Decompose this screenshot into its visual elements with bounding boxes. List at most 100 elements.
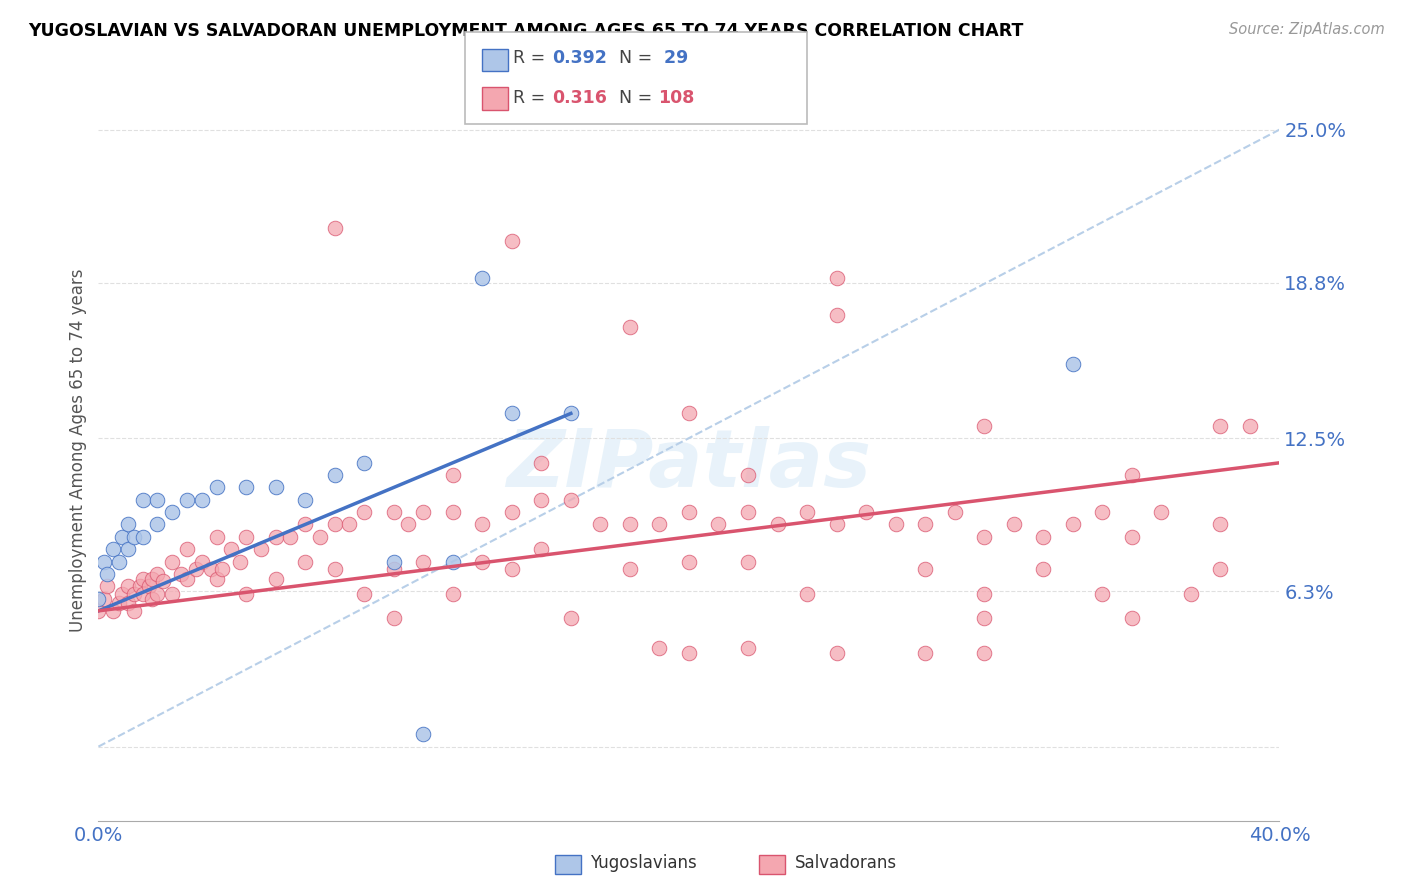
- Point: [412, 555, 434, 569]
- Point: [648, 517, 671, 532]
- Point: [441, 468, 464, 483]
- Point: [103, 604, 125, 618]
- Point: [294, 492, 316, 507]
- Point: [471, 270, 494, 285]
- Point: [141, 572, 163, 586]
- Point: [117, 542, 139, 557]
- Point: [766, 517, 789, 532]
- Point: [250, 542, 273, 557]
- Point: [501, 234, 523, 248]
- Point: [619, 517, 641, 532]
- Point: [560, 407, 582, 421]
- Point: [235, 586, 257, 600]
- Point: [280, 530, 302, 544]
- Text: Yugoslavians: Yugoslavians: [591, 855, 697, 872]
- Point: [678, 407, 700, 421]
- Point: [796, 586, 818, 600]
- Point: [619, 562, 641, 576]
- Point: [146, 566, 169, 581]
- Point: [96, 566, 118, 581]
- Point: [93, 591, 115, 606]
- Point: [1121, 611, 1143, 625]
- Point: [162, 555, 183, 569]
- Point: [973, 530, 995, 544]
- Point: [1209, 418, 1232, 433]
- Point: [441, 586, 464, 600]
- Point: [205, 481, 228, 495]
- Point: [382, 555, 405, 569]
- Point: [1032, 530, 1054, 544]
- Point: [323, 562, 346, 576]
- Point: [128, 579, 150, 593]
- Point: [441, 505, 464, 519]
- Point: [122, 530, 145, 544]
- Text: YUGOSLAVIAN VS SALVADORAN UNEMPLOYMENT AMONG AGES 65 TO 74 YEARS CORRELATION CHA: YUGOSLAVIAN VS SALVADORAN UNEMPLOYMENT A…: [28, 22, 1024, 40]
- Point: [737, 640, 759, 655]
- Point: [973, 418, 995, 433]
- Point: [471, 517, 494, 532]
- Point: [1209, 517, 1232, 532]
- Point: [825, 270, 848, 285]
- Point: [501, 562, 523, 576]
- Point: [264, 572, 287, 586]
- Point: [1002, 517, 1025, 532]
- Point: [132, 530, 155, 544]
- Point: [117, 517, 139, 532]
- Point: [1150, 505, 1173, 519]
- Point: [176, 492, 198, 507]
- Point: [122, 604, 145, 618]
- Point: [200, 562, 222, 576]
- Point: [309, 530, 332, 544]
- Text: 29: 29: [658, 49, 689, 67]
- Point: [619, 320, 641, 334]
- Point: [111, 586, 134, 600]
- Point: [103, 542, 125, 557]
- Point: [441, 555, 464, 569]
- Point: [648, 640, 671, 655]
- Point: [737, 505, 759, 519]
- Y-axis label: Unemployment Among Ages 65 to 74 years: Unemployment Among Ages 65 to 74 years: [69, 268, 87, 632]
- Point: [855, 505, 877, 519]
- Point: [205, 530, 228, 544]
- Point: [353, 456, 375, 470]
- Point: [825, 308, 848, 322]
- Point: [235, 481, 257, 495]
- Point: [530, 456, 553, 470]
- Text: R =: R =: [513, 89, 551, 107]
- Point: [825, 646, 848, 660]
- Point: [589, 517, 612, 532]
- Point: [1180, 586, 1202, 600]
- Point: [339, 517, 361, 532]
- Point: [176, 542, 198, 557]
- Point: [973, 646, 995, 660]
- Point: [323, 221, 346, 235]
- Point: [323, 468, 346, 483]
- Point: [205, 572, 228, 586]
- Point: [264, 481, 287, 495]
- Point: [162, 586, 183, 600]
- Point: [678, 646, 700, 660]
- Text: N =: N =: [619, 49, 658, 67]
- Point: [294, 555, 316, 569]
- Text: N =: N =: [619, 89, 658, 107]
- Point: [1062, 517, 1084, 532]
- Point: [87, 604, 110, 618]
- Point: [678, 505, 700, 519]
- Point: [1121, 530, 1143, 544]
- Point: [229, 555, 252, 569]
- Point: [560, 611, 582, 625]
- Point: [1239, 418, 1261, 433]
- Point: [108, 597, 131, 611]
- Point: [412, 505, 434, 519]
- Point: [152, 574, 174, 589]
- Text: R =: R =: [513, 49, 551, 67]
- Point: [108, 555, 131, 569]
- Point: [796, 505, 818, 519]
- Point: [398, 517, 420, 532]
- Point: [382, 611, 405, 625]
- Point: [191, 555, 214, 569]
- Point: [221, 542, 243, 557]
- Point: [132, 586, 155, 600]
- Point: [382, 505, 405, 519]
- Point: [382, 562, 405, 576]
